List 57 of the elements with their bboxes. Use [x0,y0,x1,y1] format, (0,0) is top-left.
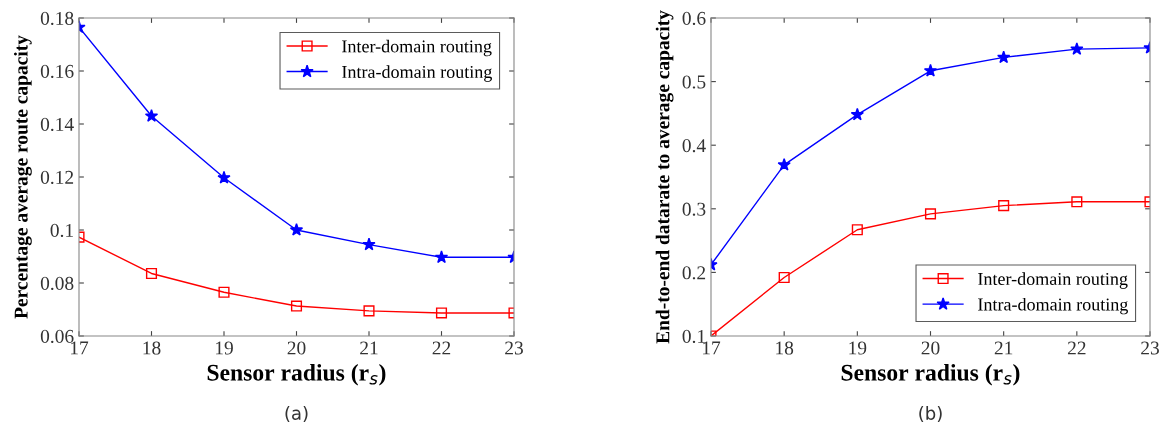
y-axis-title: End-to-end datarate to average capacity [655,10,674,344]
point [998,200,1010,212]
y-tick-label: 0.5 [682,75,706,89]
x-tick-label: 22 [432,341,451,355]
point [290,300,303,312]
point [362,237,376,251]
point [923,63,938,77]
y-tick-label: 0.12 [40,170,74,185]
x-tick-label: 22 [1067,341,1086,355]
x-tick-label: 20 [921,341,940,355]
y-tick-label: 0.2 [682,266,706,280]
x-tick-label: 17 [702,341,721,355]
point [924,208,937,220]
y-tick-label: 0.16 [40,64,74,79]
x-tick-label: 23 [505,341,523,355]
point [289,223,304,236]
y-tick-label: 0.1 [682,329,705,344]
x-tick-label: 20 [287,341,306,355]
point [778,271,790,284]
y-tick-label: 0.06 [40,329,74,344]
point [363,305,375,317]
point [145,267,158,280]
x-axis-title: Sensor radius (r$_{s}$) [207,364,386,386]
y-tick-label: 0.08 [40,276,74,291]
x-tick-label: 19 [215,341,233,355]
x-axis-title: Sensor radius (r$_{s}$) [841,364,1020,386]
x-tick-label: 23 [1141,341,1159,355]
point [435,307,448,319]
point [1070,42,1084,55]
x-tick-label: 17 [70,341,89,355]
point [777,157,791,171]
point [218,286,230,298]
text: (b) [919,405,942,423]
legend-label: Inter-domain routing [342,39,492,57]
y-tick-label: 0.4 [682,139,706,153]
point [850,107,864,121]
point [997,50,1011,64]
y-tick-label: 0.18 [40,11,74,26]
legend-label: Intra-domain routing [342,65,492,82]
y-tick-label: 0.3 [682,202,706,216]
point [851,224,863,236]
point [217,170,231,184]
x-tick-label: 21 [360,341,378,355]
point [1071,196,1083,208]
x-tick-label: 19 [849,341,867,355]
x-tick-label: 18 [143,341,161,355]
x-tick-label: 18 [776,341,794,355]
legend-label: Intra-domain routing [978,297,1128,315]
y-tick-label: 0.1 [50,223,73,238]
legend-label: Inter-domain routing [978,272,1128,289]
y-tick-label: 0.14 [40,117,74,132]
y-axis-title: Percentage average route capacity [13,35,32,319]
y-tick-label: 0.6 [682,11,706,26]
x-tick-label: 21 [994,341,1013,355]
text: (a) [285,405,308,423]
point [434,250,449,264]
point [144,109,159,122]
